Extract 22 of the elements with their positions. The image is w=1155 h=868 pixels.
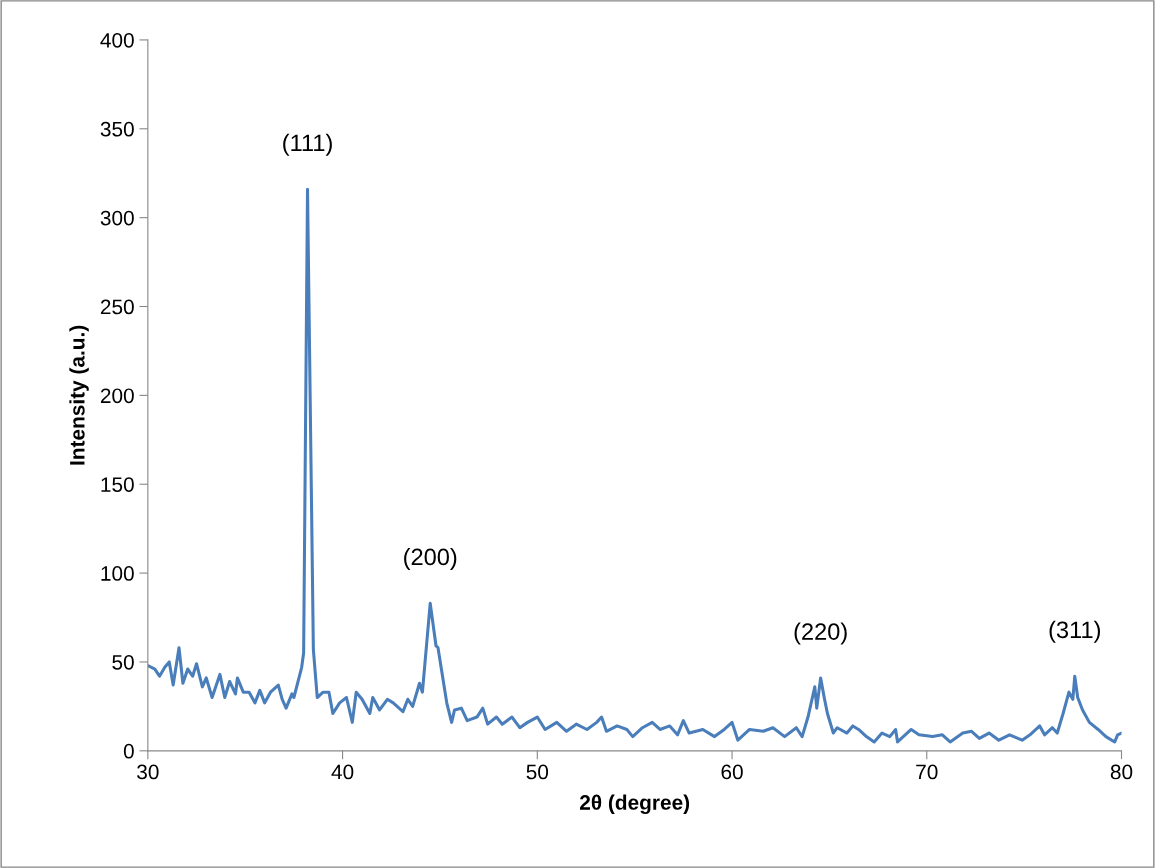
line-series — [147, 187, 1122, 744]
y-tick-label: 50 — [112, 654, 134, 670]
y-tick-label: 0 — [123, 743, 134, 759]
x-axis-title: 2θ (degree) — [579, 794, 690, 815]
y-tick-label: 100 — [101, 566, 134, 581]
y-tick-label: 250 — [100, 299, 134, 315]
annotation: (111) — [283, 133, 332, 156]
y-tick-label: 400 — [100, 32, 134, 48]
y-tick-label: 150 — [101, 477, 134, 492]
y-axis-title: Intensity (a.u.) — [69, 325, 89, 465]
x-tick-label: 40 — [331, 764, 354, 780]
y-tick-label: 200 — [100, 388, 134, 404]
x-tick-label: 80 — [1110, 764, 1133, 780]
x-tick-label: 70 — [916, 764, 938, 780]
annotation: (311) — [1049, 620, 1100, 643]
x-tick-label: 60 — [721, 764, 743, 780]
y-tick-label: 300 — [100, 210, 134, 226]
x-tick-label: 50 — [526, 764, 549, 780]
y-tick-label: 350 — [100, 121, 134, 137]
x-tick-label: 30 — [137, 764, 159, 780]
annotation: (200) — [404, 547, 457, 570]
annotation: (220) — [794, 622, 847, 645]
